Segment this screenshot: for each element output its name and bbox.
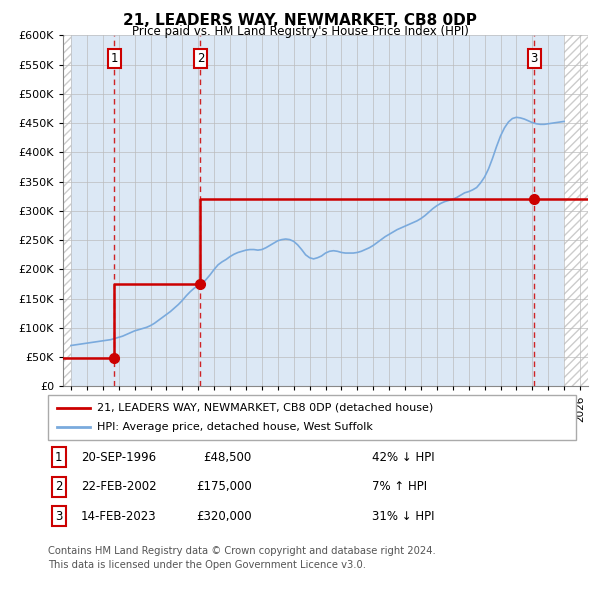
Text: 1: 1 (55, 451, 62, 464)
Text: 1: 1 (110, 53, 118, 65)
Text: 14-FEB-2023: 14-FEB-2023 (81, 510, 157, 523)
Text: £320,000: £320,000 (196, 510, 252, 523)
Text: 3: 3 (530, 53, 538, 65)
Bar (564, 35, 588, 386)
Text: HPI: Average price, detached house, West Suffolk: HPI: Average price, detached house, West… (97, 422, 373, 432)
Text: 21, LEADERS WAY, NEWMARKET, CB8 0DP (detached house): 21, LEADERS WAY, NEWMARKET, CB8 0DP (det… (97, 403, 433, 412)
Text: 2: 2 (197, 53, 204, 65)
Bar (564, 35, 588, 386)
Text: Contains HM Land Registry data © Crown copyright and database right 2024.
This d: Contains HM Land Registry data © Crown c… (48, 546, 436, 570)
Bar (63, 35, 71, 386)
Text: £48,500: £48,500 (204, 451, 252, 464)
Text: 21, LEADERS WAY, NEWMARKET, CB8 0DP: 21, LEADERS WAY, NEWMARKET, CB8 0DP (123, 13, 477, 28)
Bar (63, 35, 71, 386)
Text: £175,000: £175,000 (196, 480, 252, 493)
Text: 2: 2 (55, 480, 62, 493)
Text: Price paid vs. HM Land Registry's House Price Index (HPI): Price paid vs. HM Land Registry's House … (131, 25, 469, 38)
Text: 20-SEP-1996: 20-SEP-1996 (81, 451, 156, 464)
Text: 22-FEB-2002: 22-FEB-2002 (81, 480, 157, 493)
Text: 31% ↓ HPI: 31% ↓ HPI (372, 510, 434, 523)
Text: 42% ↓ HPI: 42% ↓ HPI (372, 451, 434, 464)
Text: 3: 3 (55, 510, 62, 523)
Text: 7% ↑ HPI: 7% ↑ HPI (372, 480, 427, 493)
